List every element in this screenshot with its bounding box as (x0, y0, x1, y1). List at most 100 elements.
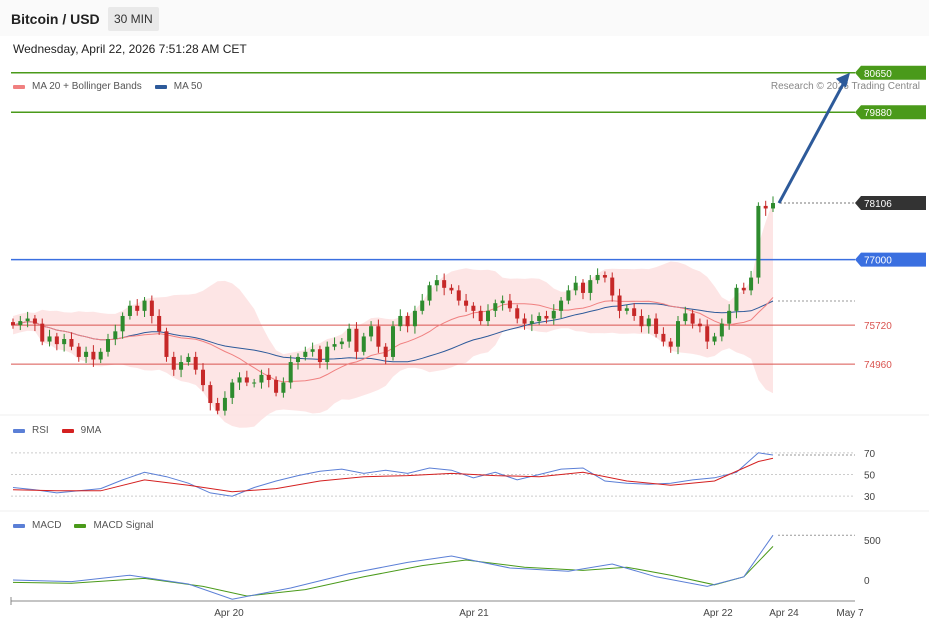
rsi-legend: RSI 9MA (13, 425, 101, 436)
candle (471, 305, 476, 311)
candle (32, 318, 37, 324)
macd-legend: MACD MACD Signal (13, 520, 153, 531)
main-legend: MA 20 + Bollinger Bands MA 50 (13, 81, 202, 92)
candle (719, 323, 724, 337)
candle (617, 295, 622, 311)
level-label: 75720 (864, 321, 892, 332)
candle (668, 341, 673, 347)
level-tag-bg (855, 65, 926, 80)
candle (661, 333, 666, 342)
target-arrow (777, 78, 848, 204)
candle (412, 310, 417, 327)
candle (734, 287, 739, 311)
level-label: 79880 (864, 108, 892, 119)
candle (654, 318, 659, 334)
rsi-ma-line (12, 457, 774, 493)
candle (325, 346, 330, 363)
candle (705, 326, 710, 342)
candle (515, 308, 520, 319)
rsi-swatch (13, 428, 25, 433)
candle (595, 275, 600, 281)
candle (478, 310, 483, 322)
rsi-axis-label: 70 (864, 449, 876, 460)
candle (369, 326, 374, 337)
macd-signal-line (12, 546, 774, 597)
candle (529, 321, 534, 324)
candle (449, 287, 454, 291)
candle (288, 362, 293, 383)
candle (347, 328, 352, 342)
candle (47, 336, 52, 342)
candle (580, 282, 586, 293)
level-tag-bg (855, 252, 926, 267)
candle (25, 318, 30, 322)
candle (632, 308, 637, 316)
level-label: 74960 (864, 360, 892, 371)
candle (683, 313, 688, 322)
candle (62, 339, 67, 345)
timeframe-badge[interactable]: 30 MIN (108, 7, 159, 31)
candle (281, 382, 286, 393)
candle (559, 300, 564, 311)
candle (544, 315, 549, 319)
candle (639, 315, 644, 327)
candle (507, 300, 512, 309)
candle (464, 300, 469, 306)
candle (522, 318, 527, 324)
candle (295, 356, 301, 363)
candle (697, 323, 702, 327)
ma50-swatch (154, 84, 167, 89)
level-label: 80650 (864, 69, 892, 80)
candle (442, 280, 447, 288)
level-tag-bg (855, 196, 926, 211)
legend-macd-signal-label: MACD Signal (93, 520, 154, 531)
bollinger-band (13, 201, 773, 428)
rsi-ma-swatch (61, 428, 74, 433)
candle (690, 313, 695, 324)
candle (98, 351, 103, 360)
rsi-axis-label: 50 (864, 471, 876, 482)
candle (376, 326, 381, 347)
candle (54, 336, 59, 345)
rsi-axis-label: 30 (864, 492, 876, 503)
legend-rsi-label: RSI (32, 425, 49, 436)
candle (193, 356, 198, 370)
macd-axis-label: 500 (864, 536, 881, 547)
candle (763, 205, 768, 209)
candle (91, 351, 96, 360)
candle (105, 339, 111, 352)
candle (252, 382, 257, 384)
candle (398, 315, 403, 327)
macd-axis-label: 0 (864, 576, 870, 587)
candle (186, 356, 191, 363)
ma20-swatch (13, 84, 25, 89)
candle (551, 310, 556, 319)
candle (259, 374, 264, 383)
macd-swatch (13, 523, 25, 528)
candle (266, 374, 271, 380)
candle (142, 300, 147, 311)
candle (215, 403, 220, 411)
legend-ma20-label: MA 20 + Bollinger Bands (32, 81, 142, 92)
target-arrowhead (836, 72, 850, 88)
candle (310, 349, 315, 352)
candle (237, 377, 242, 383)
rsi-line (12, 452, 774, 497)
time-tick-label: Apr 21 (459, 608, 489, 619)
candle (76, 346, 81, 357)
level-tag-bg (855, 105, 926, 120)
candle (383, 346, 388, 357)
candle (390, 326, 396, 357)
candle (127, 305, 132, 316)
candle (741, 287, 746, 291)
candle (69, 339, 74, 347)
candle (303, 351, 308, 357)
candle (40, 323, 45, 342)
candle (244, 377, 249, 383)
candle (18, 321, 23, 326)
candle (610, 277, 615, 296)
candle (164, 331, 169, 357)
time-tick-label: Apr 24 (769, 608, 799, 619)
candle (135, 305, 140, 311)
